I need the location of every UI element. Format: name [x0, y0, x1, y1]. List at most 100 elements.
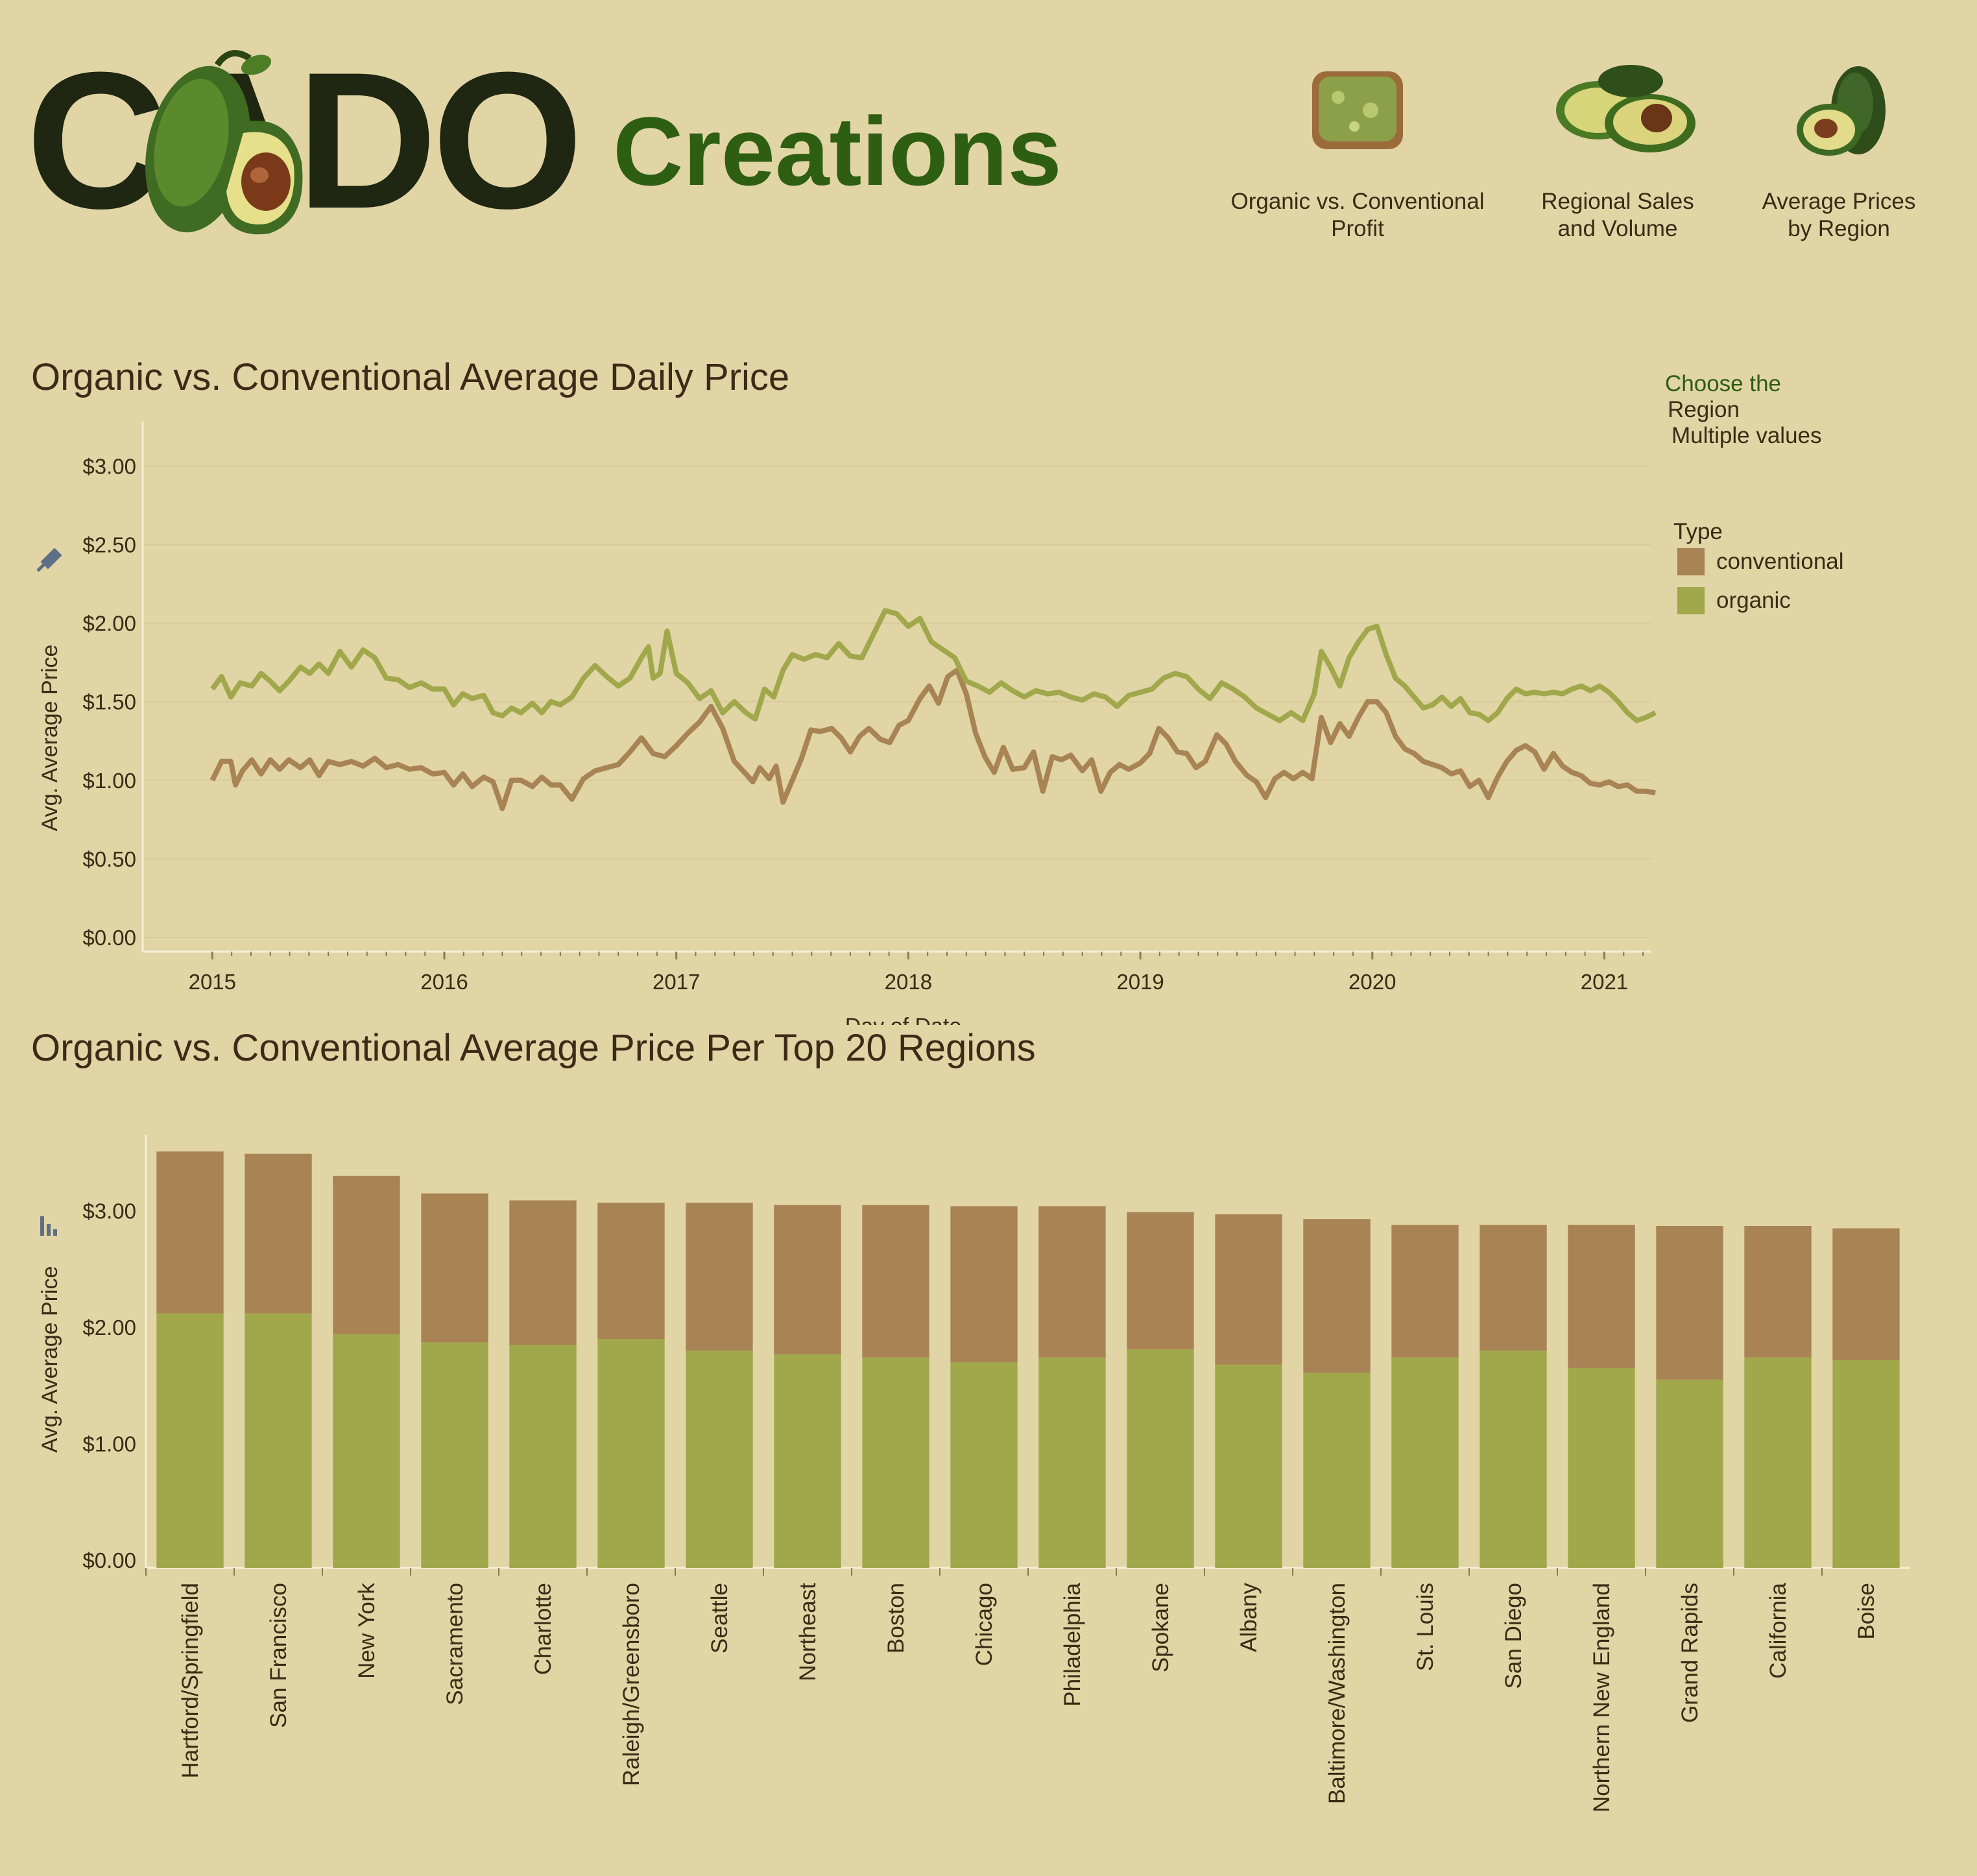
bar-conventional-st-louis[interactable] [1391, 1225, 1459, 1358]
bar-conventional-northeast[interactable] [774, 1205, 841, 1354]
bar-conventional-grand-rapids[interactable] [1656, 1225, 1723, 1380]
x-tick-label: 2020 [1348, 970, 1396, 994]
bar-conventional-boise[interactable] [1832, 1228, 1900, 1360]
x-tick-label: 2021 [1581, 970, 1628, 994]
series-line-organic[interactable] [210, 608, 1657, 723]
y-tick-label: $0.00 [82, 926, 136, 950]
logo-wordmark: CADO [26, 32, 578, 240]
legend-swatch [1677, 548, 1705, 575]
x-tick-label: Northern New England [1589, 1583, 1614, 1812]
bar-organic-grand-rapids[interactable] [1656, 1379, 1723, 1568]
bar-conventional-sacramento[interactable] [421, 1193, 488, 1343]
bar-conventional-san-diego[interactable] [1480, 1225, 1547, 1351]
icon-bar [53, 1229, 57, 1236]
x-tick-label: San Diego [1501, 1583, 1526, 1689]
y-axis-label: Avg. Average Price [38, 645, 62, 832]
bar-organic-boise[interactable] [1832, 1360, 1900, 1568]
bar-organic-baltimore-washington[interactable] [1303, 1373, 1371, 1568]
bar-organic-spokane[interactable] [1127, 1349, 1194, 1568]
legend-label: conventional [1716, 549, 1844, 574]
legend-item-conventional[interactable]: conventional [1677, 546, 1844, 577]
x-axis-label: Day of Date [845, 1014, 962, 1025]
nav-label: Organic vs. Conventional Profit [1230, 189, 1485, 241]
bar-conventional-boston[interactable] [862, 1205, 929, 1358]
x-tick-label: St. Louis [1413, 1583, 1438, 1671]
x-tick-label: Northeast [795, 1583, 821, 1681]
nav-regional-sales-and-volume[interactable]: Regional Sales and Volume [1481, 58, 1754, 253]
cado-creations-logo[interactable]: CADO Creations [26, 32, 1142, 240]
x-tick-label: Seattle [707, 1583, 732, 1654]
x-tick-label: 2018 [885, 970, 932, 994]
bar-conventional-new-york[interactable] [333, 1175, 400, 1334]
bar-organic-new-york[interactable] [333, 1334, 400, 1568]
bar-organic-california[interactable] [1744, 1357, 1812, 1568]
x-tick-label: California [1766, 1582, 1791, 1678]
line-chart[interactable]: $0.00 $0.50 $1.00 $1.50 $2.00 $2.50 $3.00 2015 2… [0, 409, 1660, 1025]
pin-icon[interactable] [36, 547, 62, 572]
x-tick-label: Spokane [1148, 1583, 1173, 1672]
bar-conventional-baltimore-washington[interactable] [1303, 1219, 1371, 1373]
nav-label: Regional Sales and Volume [1541, 189, 1694, 241]
bar-conventional-san-francisco[interactable] [245, 1153, 312, 1314]
bar-conventional-california[interactable] [1744, 1225, 1812, 1358]
bar-organic-seattle[interactable] [686, 1350, 753, 1568]
x-tick-label: Albany [1236, 1583, 1262, 1653]
icon-bar [40, 1216, 44, 1236]
bar-conventional-hartford-springfield[interactable] [156, 1151, 224, 1314]
legend-swatch [1677, 587, 1705, 614]
legend-item-organic[interactable]: organic [1677, 585, 1791, 616]
bar-organic-northern-new-england[interactable] [1568, 1367, 1635, 1568]
series-line-conventional[interactable] [210, 667, 1656, 812]
x-tick-label: Sacramento [442, 1583, 468, 1705]
bar-organic-northeast[interactable] [774, 1354, 841, 1568]
x-tick-label: New York [354, 1583, 379, 1679]
bar-conventional-charlotte[interactable] [509, 1200, 577, 1345]
region-filter-dropdown[interactable]: Multiple values [1671, 423, 1822, 448]
y-tick-label: $2.00 [82, 1316, 136, 1340]
y-tick-label: $2.00 [82, 612, 136, 636]
line-chart-title: Organic vs. Conventional Average Daily P… [31, 356, 790, 398]
bar-conventional-chicago[interactable] [950, 1206, 1018, 1362]
bar-chart-icon[interactable] [40, 1216, 57, 1236]
x-tick-label: Boston [883, 1583, 909, 1654]
bar-organic-san-francisco[interactable] [245, 1313, 312, 1568]
bar-organic-raleigh-greensboro[interactable] [597, 1339, 665, 1568]
x-tick-label: Baltimore/Washington [1324, 1583, 1350, 1804]
x-tick-label: Chicago [972, 1583, 997, 1666]
bar-organic-san-diego[interactable] [1480, 1350, 1547, 1568]
filter-title: Choose the [1665, 371, 1782, 396]
legend-title: Type [1673, 519, 1723, 544]
bar-organic-philadelphia[interactable] [1038, 1357, 1106, 1568]
bar-chart[interactable]: $0.00 $1.00 $2.00 $3.00 Avg. Average Price Ha… [0, 1122, 1946, 1868]
filter-label: Region [1668, 397, 1740, 422]
x-tick-label: Raleigh/Greensboro [619, 1583, 644, 1786]
bar-chart-title: Organic vs. Conventional Average Price P… [31, 1027, 1036, 1069]
x-tick-label: Grand Rapids [1677, 1583, 1703, 1723]
icon-bar [47, 1224, 51, 1236]
bar-organic-boston[interactable] [862, 1357, 929, 1568]
legend-label: organic [1716, 588, 1791, 613]
bar-organic-charlotte[interactable] [509, 1345, 577, 1568]
x-tick-label: Charlotte [531, 1583, 556, 1675]
bar-conventional-albany[interactable] [1215, 1214, 1282, 1365]
bar-conventional-seattle[interactable] [686, 1203, 753, 1351]
bar-organic-sacramento[interactable] [421, 1342, 488, 1568]
x-tick-label: San Francisco [266, 1583, 291, 1728]
bar-conventional-philadelphia[interactable] [1038, 1206, 1106, 1358]
logo-avocado-icon [145, 50, 303, 235]
bar-conventional-raleigh-greensboro[interactable] [597, 1203, 665, 1340]
y-tick-label: $0.00 [82, 1548, 136, 1572]
bar-conventional-spokane[interactable] [1127, 1212, 1194, 1350]
bar-organic-hartford-springfield[interactable] [156, 1313, 224, 1568]
nav-organic-vs-conventional-profit[interactable]: Organic vs. Conventional Profit [1221, 58, 1494, 253]
y-tick-label: $1.50 [82, 690, 136, 714]
bar-conventional-northern-new-england[interactable] [1568, 1225, 1635, 1368]
bar-organic-chicago[interactable] [950, 1362, 1018, 1568]
logo-suffix: Creations [613, 97, 1062, 206]
avocado-whole-icon [1797, 66, 1886, 156]
y-tick-label: $3.00 [82, 1199, 136, 1223]
bar-organic-albany[interactable] [1215, 1364, 1282, 1568]
y-tick-label: $3.00 [82, 454, 136, 478]
nav-average-prices-by-region[interactable]: Average Prices by Region [1703, 58, 1975, 253]
bar-organic-st-louis[interactable] [1391, 1357, 1459, 1568]
